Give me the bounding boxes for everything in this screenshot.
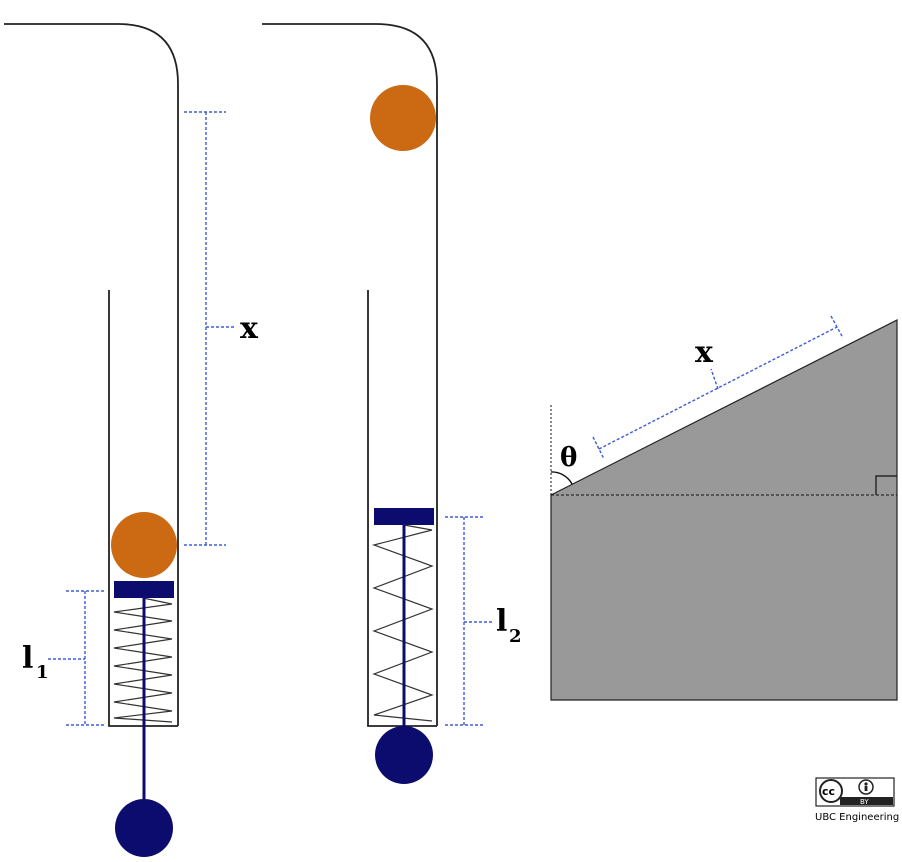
- right-angle-marker: [875, 475, 897, 495]
- l2-subscript: 2: [509, 626, 522, 647]
- cc-icon-text: cc: [822, 785, 835, 798]
- left-plunger-plate: [114, 581, 174, 598]
- l1-measure: [48, 590, 104, 726]
- left-x-label: x: [240, 311, 259, 346]
- l2-measure: [445, 516, 494, 726]
- license-badge: cc BY UBC Engineering: [815, 777, 899, 823]
- theta-arc: [550, 471, 573, 485]
- ramp-block: [550, 319, 898, 701]
- left-tube-outer-wall: [4, 23, 179, 726]
- left-ball: [111, 512, 177, 578]
- middle-tube-inner-wall: [367, 290, 437, 727]
- org-label: UBC Engineering: [815, 812, 899, 823]
- ramp: θ x: [550, 315, 898, 701]
- middle-plunger-plate: [374, 508, 434, 525]
- middle-ball: [370, 85, 436, 151]
- left-launcher: x l 1: [4, 23, 259, 857]
- l2-label: l: [496, 604, 507, 639]
- theta-label: θ: [560, 443, 577, 473]
- ramp-x-measure: [592, 315, 844, 460]
- ramp-x-label: x: [695, 335, 714, 370]
- middle-tube-outer-wall: [262, 23, 438, 726]
- person-icon-head: [864, 782, 868, 786]
- by-label: BY: [860, 798, 869, 806]
- l1-subscript: 1: [36, 662, 49, 683]
- person-icon-body: [864, 786, 868, 791]
- left-x-measure: [184, 111, 236, 546]
- left-plunger-knob: [115, 799, 173, 857]
- left-tube-inner-wall: [108, 290, 178, 727]
- l1-label: l: [22, 641, 33, 676]
- license-badge-band: [840, 797, 893, 805]
- middle-launcher: l 2: [262, 23, 522, 784]
- cc-icon: [819, 779, 843, 803]
- middle-plunger-knob: [375, 726, 433, 784]
